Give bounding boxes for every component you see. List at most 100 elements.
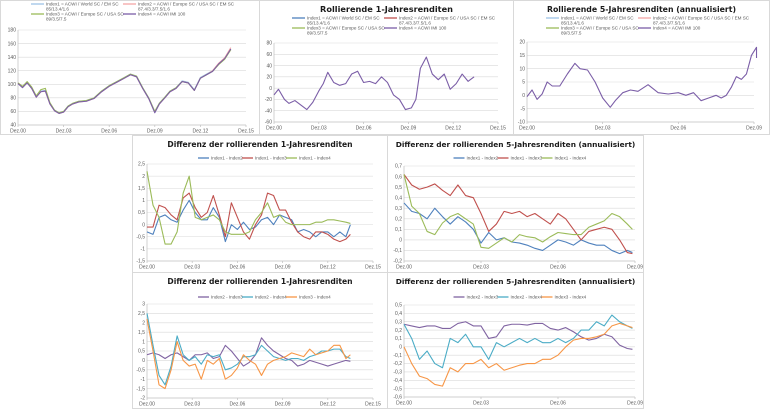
legend-label: Index1 - Index4 [299, 156, 331, 161]
y-tick-label: 0,1 [395, 227, 402, 233]
x-tick-label: Dez.09 [147, 129, 163, 135]
legend-label: Index3 = ACWI / Europe SC / USA SC [307, 26, 385, 31]
y-tick-label: -0,3 [393, 370, 402, 376]
legend-label: Index1 = ACWI / World SC / EM SC [561, 16, 634, 21]
x-tick-label: Dez.12 [445, 126, 461, 132]
chart-panel-index-values: Index1 = ACWI / World SC / EM SC 85/13.4/… [0, 0, 260, 135]
chart-diff-1y-index2-3: Differenz der rollierenden 1-Jahresrendi… [136, 277, 381, 408]
x-tick-label: Dez.09 [275, 402, 291, 408]
legend-label: Index3 = ACWI / Europe SC / USA SC [46, 12, 124, 17]
y-tick-label: 0,6 [395, 174, 402, 180]
chart-panel-rolling-1y: Rollierende 1-Jahresrenditen Index1 = ACW… [259, 0, 514, 135]
x-tick-label: Dez.12 [320, 402, 336, 408]
y-tick-label: 2 [142, 174, 145, 180]
chart-title: Differenz der rollierenden 5-Jahresrendi… [396, 277, 635, 286]
x-tick-label: Dez.00 [396, 265, 412, 271]
legend-label: Index1 - Index3 [511, 156, 543, 161]
series-line-index3-index4 [146, 318, 351, 390]
x-tick-label: Dez.15 [365, 265, 381, 271]
y-tick-label: 0,5 [395, 303, 402, 309]
y-tick-label: 0 [142, 222, 145, 228]
series-line-index4 [273, 56, 475, 111]
y-tick-label: -40 [265, 108, 272, 114]
legend-label: Index2 - Index4 [511, 295, 543, 300]
chart-rolling-1y-returns: Rollierende 1-Jahresrenditen Index1 = ACW… [265, 4, 506, 132]
x-tick-label: Dez.15 [365, 402, 381, 408]
chart-title: Rollierende 1-Jahresrenditen [320, 4, 453, 14]
y-tick-label: -1,5 [136, 259, 145, 265]
x-tick-label: Dez.06 [101, 129, 117, 135]
x-tick-label: Dez.06 [670, 126, 686, 132]
chart-title: Differenz der rollierenden 1-Jahresrendi… [167, 140, 352, 149]
y-tick-label: 3 [142, 302, 145, 308]
x-tick-label: Dez.06 [550, 401, 566, 407]
chart-panel-diff-5y-b: Differenz der rollierenden 5-Jahresrendi… [387, 272, 644, 409]
y-tick-label: -0,4 [393, 378, 402, 384]
x-tick-label: Dez.00 [266, 126, 282, 132]
legend-sublabel: 85/13.4/1.6 [561, 21, 584, 26]
legend-label: Index4 = ACWI IMI 100 [399, 26, 447, 31]
chart-index-values: Index1 = ACWI / World SC / EM SC85/13.4/… [8, 2, 254, 135]
y-tick-label: 180 [8, 28, 17, 34]
y-tick-label: 0,5 [138, 210, 145, 216]
series-line-index1-index3 [403, 174, 633, 255]
y-tick-label: 0,7 [395, 164, 402, 170]
chart-title: Differenz der rollierenden 1-Jahresrendi… [167, 277, 352, 286]
y-tick-label: 0 [142, 358, 145, 364]
y-tick-label: 2,5 [138, 311, 145, 317]
series-line-index2-index4 [403, 314, 633, 369]
y-tick-label: 15 [519, 53, 525, 59]
y-tick-label: -1 [141, 247, 146, 253]
y-tick-label: -5 [521, 106, 526, 112]
y-tick-label: -0,2 [393, 361, 402, 367]
x-tick-label: Dez.03 [184, 402, 200, 408]
y-tick-label: -10 [518, 120, 525, 126]
chart-title: Rollierende 5-Jahresrenditen (annualisie… [547, 5, 736, 14]
y-tick-label: -0,1 [393, 353, 402, 359]
y-tick-label: 0,4 [395, 195, 402, 201]
y-tick-label: -0,5 [393, 386, 402, 392]
x-tick-label: Dez.03 [311, 126, 327, 132]
y-tick-label: 0,3 [395, 206, 402, 212]
legend-label: Index4 = ACWI IMI 100 [138, 12, 186, 17]
series-line-index1-index2 [146, 199, 351, 243]
x-tick-label: Dez.15 [490, 126, 506, 132]
legend-sublabel: 87.4/3.3/7.5/1.6 [399, 21, 431, 26]
series-line-index4 [17, 48, 232, 115]
series-line-index3-index4 [403, 322, 633, 387]
y-tick-label: 2 [142, 321, 145, 327]
y-tick-label: 1,5 [138, 186, 145, 192]
legend-label: Index2 - Index3 [211, 295, 243, 300]
y-tick-label: 160 [8, 41, 17, 47]
series-line-index2-index4 [146, 313, 351, 386]
series-line-index1-index2 [403, 202, 633, 255]
y-tick-label: 0,2 [395, 328, 402, 334]
legend-sublabel: 85/13.4/1.6 [307, 21, 330, 26]
y-tick-label: 1,5 [138, 330, 145, 336]
y-tick-label: 2,5 [138, 162, 145, 168]
y-tick-label: 0,1 [395, 336, 402, 342]
y-tick-label: 1 [142, 339, 145, 345]
x-tick-label: Dez.12 [192, 129, 208, 135]
y-tick-label: 0 [269, 86, 272, 92]
x-tick-label: Dez.09 [275, 265, 291, 271]
x-tick-label: Dez.06 [229, 402, 245, 408]
y-tick-label: 40 [266, 63, 272, 69]
chart-title: Differenz der rollierenden 5-Jahresrendi… [396, 140, 635, 149]
x-tick-label: Dez.03 [595, 126, 611, 132]
y-tick-label: 1 [142, 198, 145, 204]
y-tick-label: -0,5 [136, 234, 145, 240]
y-tick-label: -0,1 [393, 248, 402, 254]
y-tick-label: 40 [10, 123, 16, 129]
chart-diff-1y-index1: Differenz der rollierenden 1-Jahresrendi… [136, 140, 381, 271]
y-tick-label: -0,6 [393, 395, 402, 401]
y-tick-label: 80 [10, 96, 16, 102]
y-tick-label: 0,5 [138, 349, 145, 355]
y-tick-label: 0,5 [395, 185, 402, 191]
x-tick-label: Dez.06 [229, 265, 245, 271]
y-tick-label: 0 [522, 93, 525, 99]
x-tick-label: Dez.09 [627, 265, 643, 271]
x-tick-label: Dez.06 [550, 265, 566, 271]
y-tick-label: 0,3 [395, 319, 402, 325]
y-tick-label: 0 [399, 345, 402, 351]
